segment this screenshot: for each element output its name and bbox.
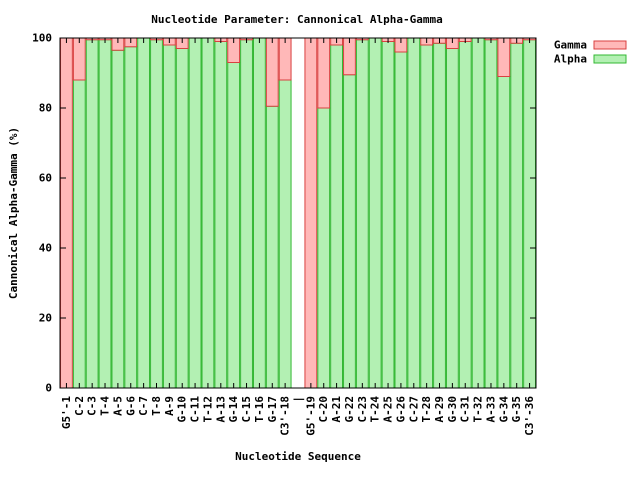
bar-gamma-G5'-1	[60, 37, 73, 389]
legend-swatch-gamma	[593, 40, 627, 50]
bar-alpha-G-30	[445, 48, 459, 389]
bar-alpha-C-2	[72, 79, 86, 389]
legend-swatch-alpha	[593, 54, 627, 64]
bar-alpha-C-15	[240, 39, 253, 389]
x-tick-label: C-23	[356, 396, 369, 423]
bar-alpha-T-4	[98, 39, 112, 389]
separator-tick-label: |	[292, 396, 305, 403]
x-tick-label: T-8	[150, 396, 163, 416]
bar-alpha-G-17	[265, 105, 279, 389]
bar-alpha-G-35	[510, 42, 524, 389]
x-tick-label: G-6	[124, 396, 137, 416]
x-tick-label: G5'-1	[60, 396, 73, 429]
bar-alpha-A-5	[111, 49, 125, 389]
bar-alpha-G-26	[394, 51, 408, 389]
x-tick-label: G-26	[394, 396, 407, 423]
chart-title: Nucleotide Parameter: Cannonical Alpha-G…	[151, 13, 442, 26]
bar-alpha-T-32	[471, 37, 485, 389]
bar-alpha-C-3	[85, 39, 99, 389]
x-tick-label: G-30	[446, 396, 459, 423]
bar-gamma-C3'-18	[278, 37, 292, 81]
x-tick-label: A-25	[382, 396, 395, 423]
y-tick-label: 0	[45, 382, 52, 395]
bar-alpha-C-27	[407, 37, 421, 389]
x-tick-label: C-3	[86, 396, 99, 416]
plot-frame	[59, 37, 537, 389]
x-tick-label: A-13	[214, 396, 227, 423]
bar-alpha-G-34	[497, 76, 511, 389]
bar-alpha-G-22	[343, 74, 356, 389]
x-axis-label: Nucleotide Sequence	[235, 450, 361, 463]
bar-gamma-C-2	[72, 37, 86, 81]
bar-alpha-T-24	[368, 37, 382, 389]
bar-alpha-A-33	[484, 39, 498, 389]
bar-gamma-C-20	[317, 37, 331, 109]
y-tick-label: 20	[39, 312, 52, 325]
x-tick-label: C-27	[407, 396, 420, 423]
legend-label-gamma: Gamma	[554, 39, 587, 52]
x-tick-label: G-10	[176, 396, 189, 423]
x-tick-label: C-15	[240, 396, 253, 423]
x-tick-label: G5'-19	[304, 396, 317, 436]
x-tick-label: G-35	[510, 396, 523, 423]
bar-alpha-G-6	[124, 46, 138, 389]
bar-alpha-T-8	[150, 39, 163, 389]
x-tick-label: T-12	[201, 396, 214, 423]
bars-layer	[60, 37, 536, 389]
bar-alpha-G-14	[227, 62, 241, 389]
x-tick-label: T-4	[99, 396, 112, 416]
x-tick-label: G-17	[266, 396, 279, 423]
bar-alpha-C-31	[458, 41, 472, 389]
x-tick-label: A-9	[163, 396, 176, 416]
x-tick-label: A-21	[330, 396, 343, 423]
x-tick-label: A-5	[111, 396, 124, 416]
bar-alpha-C-20	[317, 107, 331, 389]
bar-alpha-T-12	[201, 37, 215, 389]
x-tick-label: C3'-18	[279, 396, 292, 436]
bar-gamma-G5'-19	[304, 37, 318, 389]
x-tick-label: C-20	[317, 396, 330, 423]
x-tick-label: G-14	[227, 396, 240, 423]
bar-gamma-G-22	[343, 37, 356, 76]
bar-alpha-T-28	[420, 44, 434, 389]
x-tick-label: C-7	[137, 396, 150, 416]
bar-alpha-A-29	[433, 42, 446, 389]
bar-gamma-G-17	[265, 37, 279, 107]
bar-alpha-C-7	[137, 37, 151, 389]
bar-alpha-C-23	[355, 39, 369, 389]
x-tick-label: G-22	[343, 396, 356, 423]
x-tick-label: T-28	[420, 396, 433, 423]
bar-alpha-T-16	[252, 37, 266, 389]
x-tick-label: A-33	[484, 396, 497, 423]
bar-alpha-C3'-36	[523, 39, 536, 389]
x-tick-label: C3'-36	[523, 396, 536, 436]
x-tick-label: T-16	[253, 396, 266, 423]
legend-label-alpha: Alpha	[554, 53, 587, 66]
x-tick-label: C-31	[459, 396, 472, 423]
bar-alpha-C-11	[188, 37, 202, 389]
bar-alpha-A-9	[162, 44, 176, 389]
y-axis-label: Cannonical Alpha-Gamma (%)	[7, 127, 20, 299]
bar-alpha-A-13	[214, 41, 228, 389]
y-tick-label: 60	[39, 172, 52, 185]
x-tick-label: C-11	[189, 396, 202, 423]
bar-alpha-A-25	[381, 41, 395, 389]
x-tick-label: C-2	[73, 396, 86, 416]
y-axis-ticks: 0 20 40 60 80 100	[32, 32, 536, 395]
x-axis-ticks: G5'-1 C-2 C-3 T-4 A-5 G-6 C-7 T-8 A-9 G-10 C-11 T-1…	[60, 38, 536, 436]
bar-gamma-G-34	[497, 37, 511, 77]
y-tick-label: 80	[39, 102, 52, 115]
x-tick-label: T-24	[369, 396, 382, 423]
y-tick-label: 40	[39, 242, 52, 255]
x-tick-label: G-34	[497, 396, 510, 423]
x-tick-label: T-32	[472, 396, 485, 423]
bar-alpha-C3'-18	[278, 79, 292, 389]
y-tick-label: 100	[32, 32, 52, 45]
x-tick-label: A-29	[433, 396, 446, 423]
bar-alpha-A-21	[330, 44, 344, 389]
bar-alpha-G-10	[175, 48, 189, 389]
